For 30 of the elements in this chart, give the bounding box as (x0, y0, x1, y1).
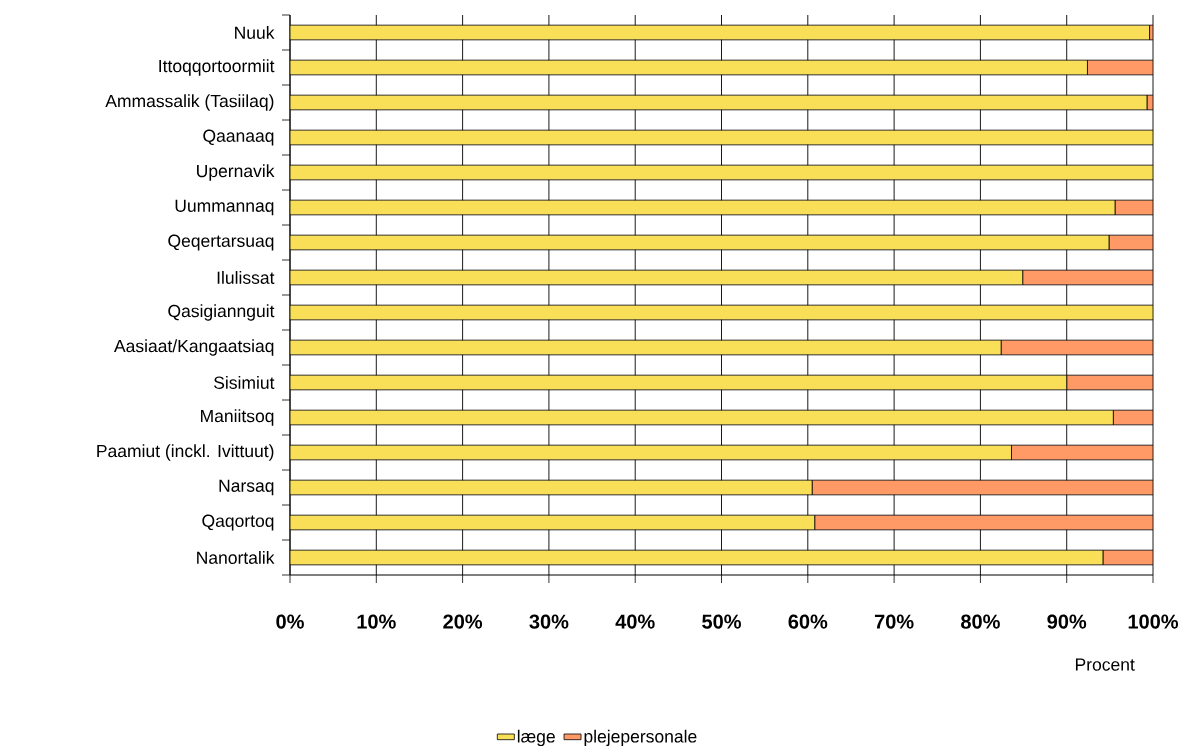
x-tick-label: 20% (443, 614, 483, 629)
y-tick-label: Upernavik (197, 164, 275, 181)
y-tick-label: Sisimiut (214, 376, 275, 389)
y-tick-label: Ammassalik (Tasiilaq) (105, 94, 274, 111)
y-tick-label: Nanortalik (197, 551, 275, 564)
x-tick-label: 80% (961, 614, 1000, 629)
x-tick-label: 40% (615, 614, 655, 629)
x-axis-title: Procent (1075, 658, 1135, 671)
x-tick-label: 30% (529, 614, 569, 629)
y-tick-label: Qaanaaq (203, 129, 274, 146)
x-tick-label: 70% (874, 614, 914, 629)
y-tick-label: Ittoqqortoormiit (159, 59, 275, 76)
y-tick-label: Qaqortoq (202, 514, 274, 531)
x-tick-label: 10% (357, 614, 396, 629)
y-tick-label: Qeqertarsuaq (168, 234, 274, 251)
legend-label: læge (517, 729, 555, 747)
x-tick-label: 60% (788, 614, 828, 629)
y-tick-label: Paamiut (inckl. Ivittuut) (97, 444, 274, 461)
y-tick-label: Narsaq (219, 479, 274, 496)
x-tick-label: 100% (1128, 614, 1179, 629)
y-tick-label: Maniitsoq (201, 409, 274, 426)
x-tick-label: 0% (276, 614, 304, 629)
y-tick-label: Qasigiannguit (168, 304, 275, 321)
x-tick-label: 50% (702, 614, 741, 629)
y-tick-label: Nuuk (235, 26, 275, 39)
legend-label: plejepersonale (584, 729, 697, 747)
y-tick-label: Ilulissat (217, 271, 275, 284)
x-tick-label: 90% (1047, 614, 1087, 629)
y-tick-label: Aasiaat/Kangaatsiaq (113, 339, 274, 356)
y-tick-label: Uummannaq (175, 199, 274, 216)
